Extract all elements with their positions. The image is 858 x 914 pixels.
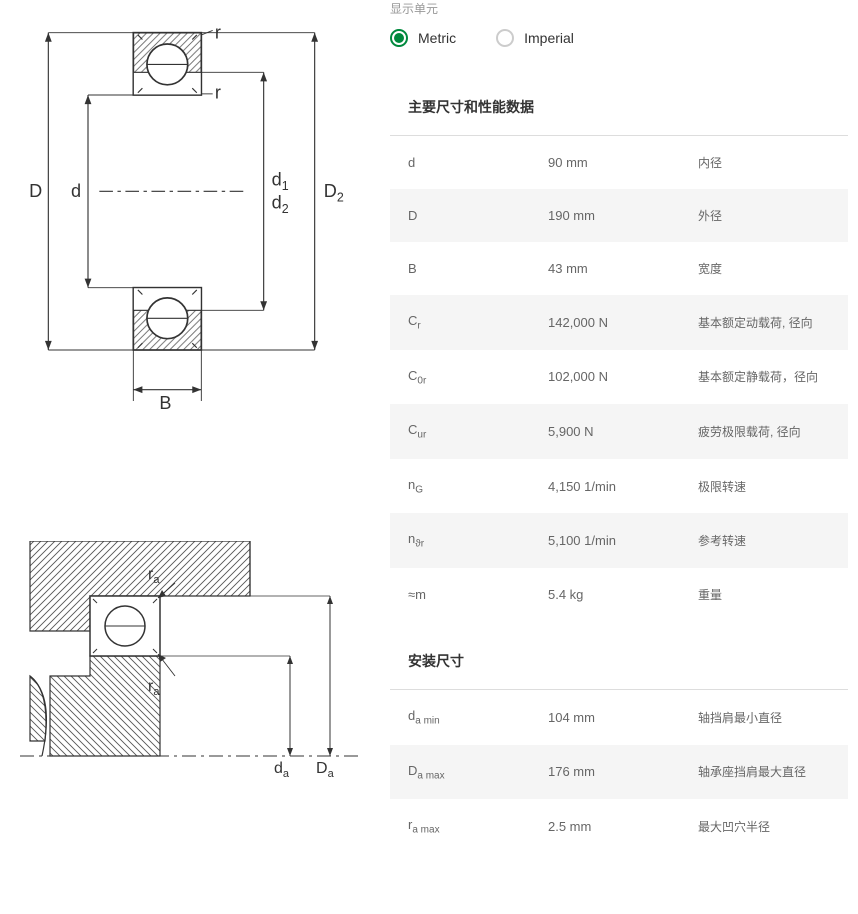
row-value: 5.4 kg bbox=[548, 587, 698, 602]
row-symbol: ra max bbox=[408, 817, 548, 836]
radio-imperial[interactable]: Imperial bbox=[496, 29, 574, 47]
row-value: 102,000 N bbox=[548, 369, 698, 384]
table-row: Cr142,000 N基本额定动载荷, 径向 bbox=[390, 295, 848, 350]
table-row: D190 mm外径 bbox=[390, 189, 848, 242]
row-description: 外径 bbox=[698, 207, 830, 224]
svg-text:d1: d1 bbox=[272, 170, 289, 194]
row-value: 142,000 N bbox=[548, 315, 698, 330]
row-value: 90 mm bbox=[548, 155, 698, 170]
table-row: C0r102,000 N基本额定静载荷，径向 bbox=[390, 350, 848, 405]
table-row: ra max2.5 mm最大凹穴半径 bbox=[390, 799, 848, 854]
label-D: D bbox=[29, 181, 42, 201]
svg-text:Da: Da bbox=[316, 760, 335, 780]
table-row: ≈m5.4 kg重量 bbox=[390, 568, 848, 621]
row-value: 176 mm bbox=[548, 764, 698, 779]
row-description: 疲劳极限载荷, 径向 bbox=[698, 423, 830, 440]
row-symbol: d bbox=[408, 155, 548, 170]
unit-section-label: 显示单元 bbox=[390, 0, 848, 17]
row-description: 基本额定动载荷, 径向 bbox=[698, 314, 830, 331]
label-d: d bbox=[71, 181, 81, 201]
row-symbol: B bbox=[408, 261, 548, 276]
row-value: 5,900 N bbox=[548, 424, 698, 439]
row-value: 104 mm bbox=[548, 710, 698, 725]
table-row: d90 mm内径 bbox=[390, 136, 848, 189]
radio-metric-label: Metric bbox=[418, 30, 456, 46]
svg-text:d2: d2 bbox=[272, 192, 289, 216]
row-description: 轴挡肩最小直径 bbox=[698, 709, 830, 726]
radio-imperial-label: Imperial bbox=[524, 30, 574, 46]
section-main-title: 主要尺寸和性能数据 bbox=[408, 97, 848, 117]
row-value: 2.5 mm bbox=[548, 819, 698, 834]
row-description: 重量 bbox=[698, 586, 830, 603]
table-row: Da max176 mm轴承座挡肩最大直径 bbox=[390, 745, 848, 800]
row-description: 基本额定静载荷，径向 bbox=[698, 368, 830, 385]
row-description: 参考转速 bbox=[698, 532, 830, 549]
svg-text:da: da bbox=[274, 760, 290, 780]
row-symbol: nG bbox=[408, 477, 548, 496]
row-value: 190 mm bbox=[548, 208, 698, 223]
row-symbol: Da max bbox=[408, 763, 548, 782]
row-value: 4,150 1/min bbox=[548, 479, 698, 494]
row-symbol: Cur bbox=[408, 422, 548, 441]
main-data-table: d90 mm内径D190 mm外径B43 mm宽度Cr142,000 N基本额定… bbox=[390, 135, 848, 621]
row-symbol: D bbox=[408, 208, 548, 223]
table-row: Cur5,900 N疲劳极限载荷, 径向 bbox=[390, 404, 848, 459]
row-symbol: nϑr bbox=[408, 531, 548, 550]
label-r-bot: r bbox=[215, 82, 221, 102]
bearing-cross-section-diagram: D d d1 d2 D2 B r bbox=[20, 10, 360, 418]
row-description: 最大凹穴半径 bbox=[698, 818, 830, 835]
row-value: 5,100 1/min bbox=[548, 533, 698, 548]
label-B: B bbox=[159, 393, 171, 413]
label-r-top: r bbox=[215, 22, 221, 42]
row-description: 轴承座挡肩最大直径 bbox=[698, 763, 830, 780]
row-value: 43 mm bbox=[548, 261, 698, 276]
row-description: 宽度 bbox=[698, 260, 830, 277]
row-symbol: da min bbox=[408, 708, 548, 727]
row-symbol: Cr bbox=[408, 313, 548, 332]
radio-metric[interactable]: Metric bbox=[390, 29, 456, 47]
mount-data-table: da min104 mm轴挡肩最小直径Da max176 mm轴承座挡肩最大直径… bbox=[390, 689, 848, 854]
table-row: nG4,150 1/min极限转速 bbox=[390, 459, 848, 514]
row-symbol: ≈m bbox=[408, 587, 548, 602]
row-description: 内径 bbox=[698, 154, 830, 171]
radio-imperial-indicator bbox=[496, 29, 514, 47]
row-symbol: C0r bbox=[408, 368, 548, 387]
table-row: B43 mm宽度 bbox=[390, 242, 848, 295]
table-row: da min104 mm轴挡肩最小直径 bbox=[390, 690, 848, 745]
mounting-diagram: ra ra da Da bbox=[20, 541, 360, 781]
svg-text:D2: D2 bbox=[324, 181, 344, 205]
section-mount-title: 安装尺寸 bbox=[408, 651, 848, 671]
radio-metric-indicator bbox=[390, 29, 408, 47]
row-description: 极限转速 bbox=[698, 478, 830, 495]
table-row: nϑr5,100 1/min参考转速 bbox=[390, 513, 848, 568]
